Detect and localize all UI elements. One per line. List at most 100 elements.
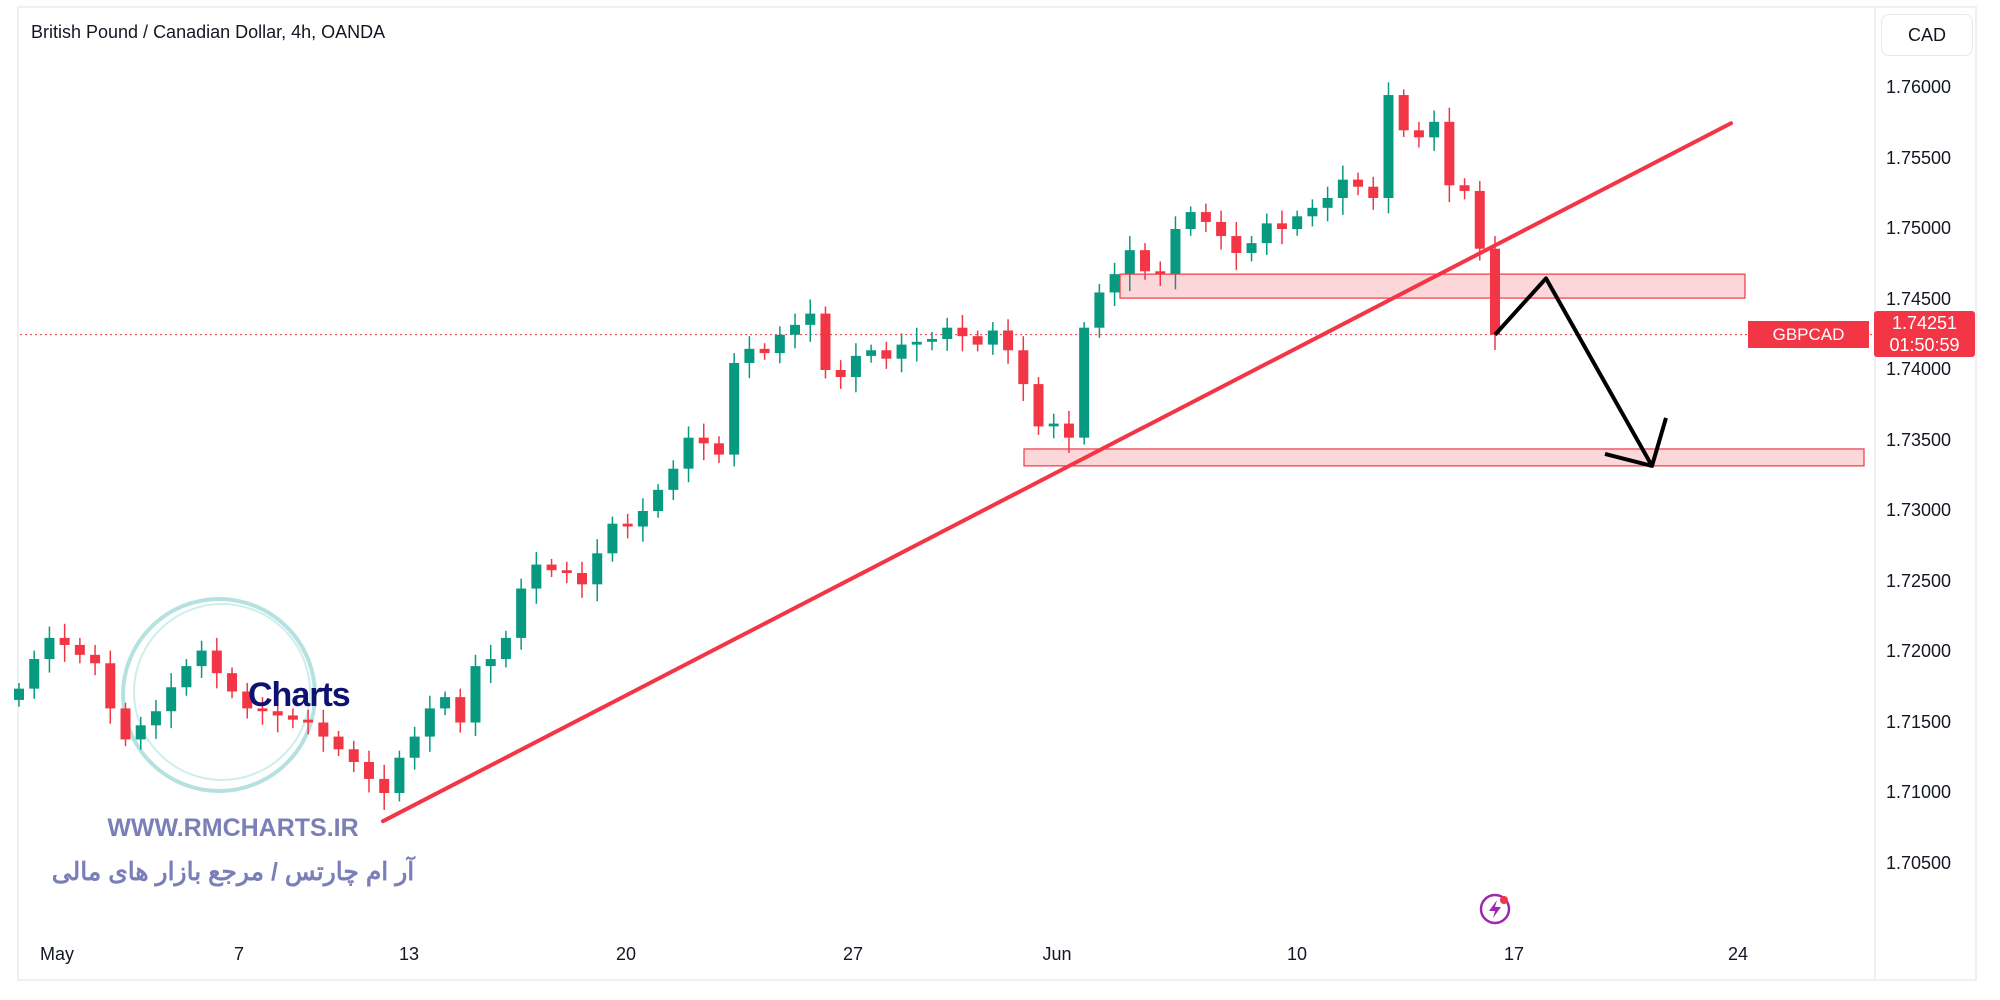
- price-tick-label: 1.71000: [1886, 782, 1952, 802]
- candle-down: [835, 370, 846, 378]
- candle-up: [485, 659, 496, 667]
- candle-up: [668, 468, 679, 490]
- candle-down: [820, 313, 831, 370]
- candle-down: [90, 654, 101, 664]
- candle-up: [1292, 216, 1303, 229]
- price-tick-label: 1.72000: [1886, 641, 1952, 661]
- watermark-logo: Charts: [248, 676, 351, 714]
- candle-up: [1429, 121, 1440, 138]
- candle-down: [1063, 423, 1074, 438]
- candle-up: [744, 348, 755, 363]
- candle-up: [500, 637, 511, 660]
- candle-down: [1216, 221, 1227, 237]
- watermark-circle: [121, 597, 317, 793]
- candle-down: [74, 644, 85, 655]
- candle-down: [303, 719, 314, 723]
- candle-up: [531, 564, 542, 589]
- candle-up: [942, 327, 953, 339]
- candle-up: [409, 736, 420, 758]
- candle-down: [1353, 179, 1364, 187]
- candle-down: [105, 663, 116, 709]
- last-price-tag: 1.74251 01:50:59: [1874, 311, 1975, 357]
- candle-up: [896, 344, 907, 359]
- candle-up: [592, 553, 603, 585]
- candle-down: [972, 336, 983, 345]
- candle-down: [1033, 384, 1044, 427]
- candle-up: [44, 637, 55, 660]
- date-tick-label: Jun: [1042, 944, 1072, 964]
- candle-up: [607, 523, 618, 554]
- date-tick-label: 20: [615, 944, 637, 964]
- price-tick-label: 1.74000: [1886, 359, 1952, 379]
- candle-down: [561, 570, 572, 574]
- candle-up: [1383, 95, 1394, 198]
- symbol-label: GBPCAD: [1748, 321, 1869, 348]
- candle-up: [196, 650, 207, 667]
- candle-up: [1170, 229, 1181, 275]
- candle-up: [926, 338, 937, 342]
- candle-down: [318, 722, 329, 737]
- watermark-tagline: آر ام چارتس / مرجع بازار های مالی: [51, 858, 415, 886]
- price-tick-label: 1.73000: [1886, 500, 1952, 520]
- candle-down: [1276, 223, 1287, 229]
- price-tick-label: 1.74500: [1886, 288, 1952, 309]
- chart-title: British Pound / Canadian Dollar, 4h, OAN…: [31, 22, 386, 42]
- price-tick-label: 1.73500: [1886, 429, 1952, 450]
- candle-down: [713, 443, 724, 455]
- candle-down: [227, 673, 238, 692]
- price-tick-label: 1.71500: [1886, 711, 1952, 732]
- candle-up: [150, 711, 161, 726]
- candle-up: [1261, 223, 1272, 244]
- candle-up: [1109, 274, 1120, 293]
- candle-down: [957, 327, 968, 337]
- candle-up: [1079, 327, 1090, 438]
- date-tick-label: 24: [1727, 944, 1749, 964]
- candle-up: [14, 688, 24, 700]
- candle-down: [211, 650, 222, 674]
- date-tick-label: 17: [1503, 944, 1525, 964]
- candle-up: [470, 666, 481, 723]
- candle-up: [181, 666, 192, 688]
- candle-down: [333, 736, 344, 750]
- date-tick-label: 13: [398, 944, 420, 964]
- candle-up: [424, 708, 435, 737]
- candle-down: [1474, 190, 1485, 249]
- candle-down: [242, 691, 253, 709]
- candle-up: [1246, 243, 1257, 253]
- candle-up: [516, 588, 527, 638]
- candle-down: [1155, 271, 1166, 275]
- candle-up: [637, 511, 648, 527]
- lightning-icon[interactable]: [1478, 892, 1512, 926]
- candle-down: [698, 437, 709, 444]
- candle-up: [805, 313, 816, 325]
- candle-down: [881, 350, 892, 359]
- candle-down: [1398, 95, 1409, 131]
- candle-down: [1490, 248, 1500, 335]
- candle-down: [1444, 121, 1455, 186]
- candle-down: [1368, 186, 1379, 198]
- candle-up: [1337, 179, 1348, 198]
- projection-arrow: [1493, 276, 1654, 467]
- support-zone: [1119, 273, 1746, 299]
- currency-button[interactable]: CAD: [1881, 14, 1973, 56]
- candle-down: [1231, 236, 1242, 253]
- trendline: [381, 121, 1733, 824]
- candle-up: [987, 330, 998, 345]
- candle-up: [1048, 423, 1059, 427]
- candle-down: [287, 715, 298, 720]
- candle-down: [577, 573, 588, 585]
- candle-down: [1140, 250, 1151, 272]
- arrowhead: [1604, 417, 1668, 468]
- watermark-circle-inner: [133, 603, 311, 781]
- candle-down: [1413, 130, 1424, 138]
- candle-up: [1094, 292, 1105, 328]
- last-price: 1.74251: [1891, 313, 1958, 333]
- candle-up: [911, 341, 922, 345]
- candle-up: [850, 355, 861, 378]
- candle-down: [379, 778, 390, 793]
- candle-down: [272, 711, 283, 716]
- price-tick-label: 1.75500: [1886, 147, 1952, 168]
- price-tick-label: 1.75000: [1886, 218, 1952, 238]
- candle-up: [1124, 250, 1135, 275]
